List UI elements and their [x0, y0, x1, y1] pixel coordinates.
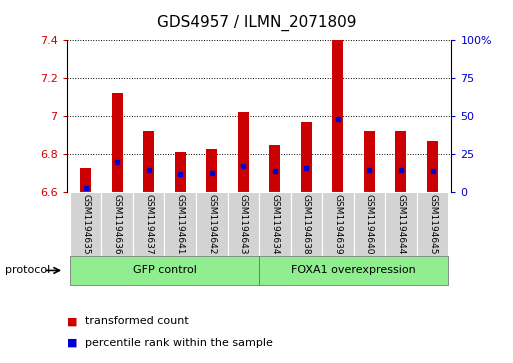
Text: GSM1194639: GSM1194639 [333, 194, 342, 255]
Bar [238, 113, 249, 192]
Text: protocol: protocol [5, 265, 50, 276]
Text: GFP control: GFP control [132, 265, 196, 276]
Bar [385, 192, 417, 256]
Text: GSM1194645: GSM1194645 [428, 194, 437, 255]
Bar [364, 131, 375, 192]
Bar [269, 145, 280, 192]
Text: transformed count: transformed count [85, 316, 188, 326]
Text: GSM1194636: GSM1194636 [113, 194, 122, 255]
Bar [290, 192, 322, 256]
Bar [396, 131, 406, 192]
Bar [228, 192, 259, 256]
Bar [70, 256, 259, 285]
Text: GSM1194635: GSM1194635 [81, 194, 90, 255]
Text: GSM1194637: GSM1194637 [144, 194, 153, 255]
Text: ■: ■ [67, 316, 77, 326]
Bar [259, 192, 290, 256]
Bar [70, 192, 102, 256]
Text: GSM1194644: GSM1194644 [397, 194, 405, 255]
Bar [112, 93, 123, 192]
Bar [301, 122, 312, 192]
Bar [206, 148, 218, 192]
Text: GSM1194640: GSM1194640 [365, 194, 374, 255]
Bar [332, 40, 343, 192]
Bar [427, 141, 438, 192]
Bar [102, 192, 133, 256]
Text: GSM1194641: GSM1194641 [176, 194, 185, 255]
Text: GSM1194643: GSM1194643 [239, 194, 248, 255]
Bar [259, 256, 448, 285]
Text: GSM1194638: GSM1194638 [302, 194, 311, 255]
Text: GSM1194642: GSM1194642 [207, 194, 216, 255]
Bar [133, 192, 165, 256]
Bar [80, 168, 91, 192]
Text: ■: ■ [67, 338, 77, 348]
Text: GSM1194634: GSM1194634 [270, 194, 280, 255]
Bar [165, 192, 196, 256]
Text: GDS4957 / ILMN_2071809: GDS4957 / ILMN_2071809 [157, 15, 356, 31]
Bar [175, 152, 186, 192]
Text: FOXA1 overexpression: FOXA1 overexpression [291, 265, 416, 276]
Bar [196, 192, 228, 256]
Text: percentile rank within the sample: percentile rank within the sample [85, 338, 272, 348]
Bar [143, 131, 154, 192]
Bar [417, 192, 448, 256]
Bar [322, 192, 353, 256]
Bar [353, 192, 385, 256]
